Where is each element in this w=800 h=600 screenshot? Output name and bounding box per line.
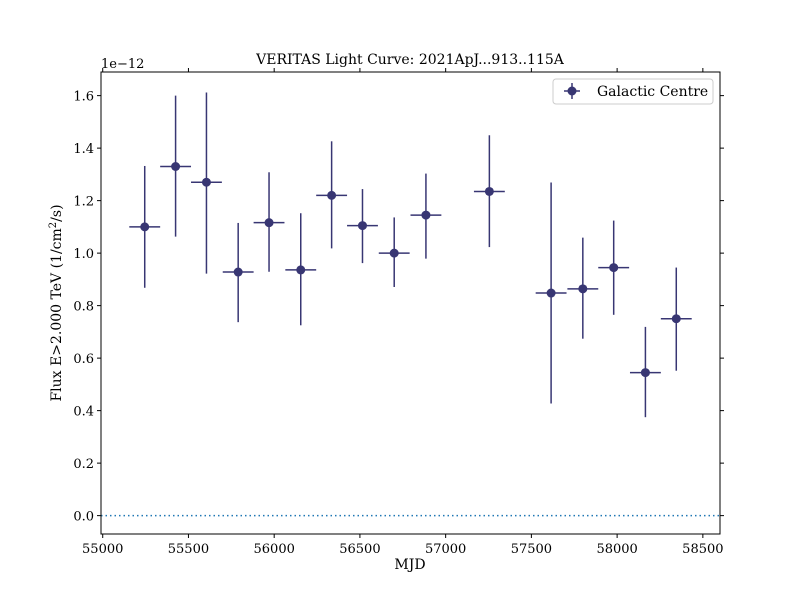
- y-axis: 0.0 0.2 0.4 0.6 0.8 1.0 1.2 1.4 1.6: [73, 90, 724, 525]
- x-tick-label: 55500: [168, 542, 209, 557]
- chart-title: VERITAS Light Curve: 2021ApJ...913..115A: [255, 52, 565, 68]
- y-tick-label: 0.8: [73, 300, 94, 315]
- x-tick-label: 55000: [82, 542, 123, 557]
- y-tick-label: 0.6: [73, 352, 94, 367]
- data-marker: [140, 222, 150, 232]
- data-marker: [327, 190, 337, 200]
- data-point-15: [660, 267, 692, 371]
- y-axis-label-main: Flux E>2.000 TeV (1/cm: [49, 228, 65, 401]
- data-marker: [671, 314, 681, 324]
- plot-area: [101, 92, 720, 517]
- data-marker: [421, 210, 431, 220]
- data-point-13: [598, 220, 630, 315]
- legend: Galactic Centre: [552, 78, 714, 105]
- data-marker: [357, 221, 367, 231]
- data-point-10: [473, 135, 505, 248]
- data-point-4: [253, 172, 285, 272]
- data-point-3: [222, 222, 254, 323]
- y-tick-label: 1.2: [73, 195, 94, 210]
- data-marker: [546, 288, 556, 298]
- legend-marker-dot: [567, 86, 577, 96]
- y-tick-label: 0.2: [73, 457, 94, 472]
- legend-marker-galactic-centre: [564, 83, 580, 99]
- x-tick-label: 58000: [596, 542, 637, 557]
- data-point-12: [567, 237, 599, 339]
- data-marker: [578, 284, 588, 294]
- data-point-0: [129, 165, 161, 288]
- data-marker: [609, 263, 619, 273]
- y-tick-label: 0.4: [73, 405, 94, 420]
- y-tick-label: 1.0: [73, 247, 94, 262]
- x-tick-label: 57500: [511, 542, 552, 557]
- y-axis-label: Flux E>2.000 TeV (1/cm2/s): [48, 204, 65, 401]
- plot-frame: [100, 71, 721, 535]
- y-tick-label: 1.6: [73, 90, 94, 105]
- y-axis-label-superscript: 2: [48, 222, 59, 228]
- x-tick-label: 56500: [339, 542, 380, 557]
- y-axis-label-end: /s): [49, 204, 65, 221]
- data-marker: [233, 267, 243, 277]
- x-tick-label: 56000: [254, 542, 295, 557]
- data-marker: [201, 177, 211, 187]
- data-marker: [484, 186, 494, 196]
- legend-label-galactic-centre: Galactic Centre: [597, 84, 708, 100]
- data-marker: [389, 248, 399, 258]
- x-axis: 55000 55500 56000 56500 57000 57500 58000 58500: [82, 68, 724, 557]
- x-tick-label: 57000: [425, 542, 466, 557]
- data-point-7: [347, 189, 378, 264]
- data-point-5: [285, 213, 317, 326]
- data-marker: [640, 368, 650, 378]
- data-point-11: [535, 182, 567, 404]
- x-axis-label: MJD: [394, 557, 425, 573]
- data-point-14: [629, 326, 661, 418]
- data-point-6: [316, 141, 348, 249]
- data-point-9: [410, 173, 442, 259]
- data-point-1: [160, 95, 192, 237]
- series-0: [129, 92, 692, 418]
- y-tick-label: 1.4: [73, 142, 94, 157]
- data-marker: [264, 218, 274, 228]
- x-tick-label: 58500: [682, 542, 723, 557]
- data-marker: [296, 265, 306, 275]
- legend-box: [552, 78, 714, 105]
- data-point-8: [378, 217, 410, 287]
- y-tick-label: 0.0: [73, 510, 94, 525]
- y-offset-text: 1e−12: [101, 57, 144, 72]
- data-point-2: [191, 92, 222, 274]
- data-marker: [171, 162, 181, 171]
